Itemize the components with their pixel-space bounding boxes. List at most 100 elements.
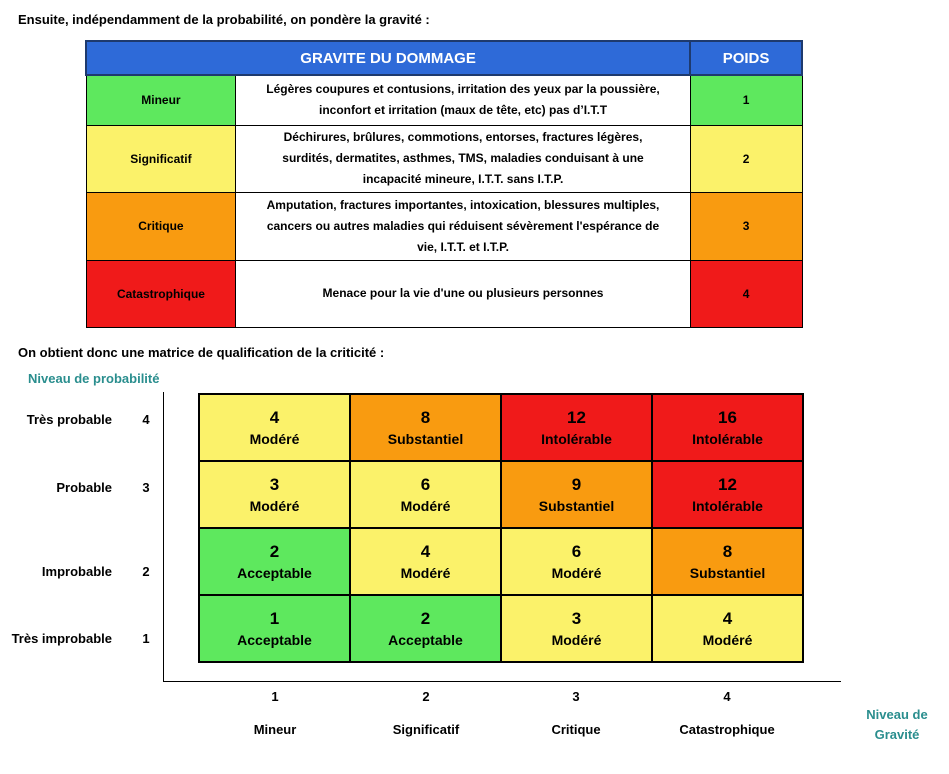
matrix-cell: 12 Intolérable	[652, 461, 803, 528]
matrix-cell: 1 Acceptable	[199, 595, 350, 662]
gravity-description: Amputation, fractures importantes, intox…	[235, 191, 691, 261]
column-label-significatif: Significatif	[392, 722, 460, 737]
column-number: 2	[422, 689, 430, 704]
cell-level: Substantiel	[538, 497, 615, 514]
cell-level: Modéré	[551, 564, 602, 581]
row-label-probable: Probable	[56, 480, 112, 495]
description-line: cancers ou autres maladies qui réduisent…	[266, 218, 660, 233]
cell-level: Acceptable	[237, 631, 312, 648]
cell-score: 4	[722, 608, 733, 628]
cell-score: 12	[567, 407, 586, 427]
cell-score: 4	[420, 541, 431, 561]
gravity-header: GRAVITE DU DOMMAGE	[84, 40, 692, 76]
cell-score: 16	[718, 407, 737, 427]
gravity-label: Mineur	[85, 74, 237, 126]
column-number: 4	[723, 689, 731, 704]
matrix-cell: 4 Modéré	[350, 528, 501, 595]
gravity-row-catastrophique: Catastrophique Menace pour la vie d'une …	[85, 259, 803, 328]
description-line: incapacité mineure, I.T.T. sans I.T.P.	[362, 172, 564, 186]
x-axis-title-line: Gravité	[874, 727, 920, 742]
matrix-cell: 2 Acceptable	[350, 595, 501, 662]
matrix-cell: 6 Modéré	[350, 461, 501, 528]
column-number: 3	[572, 689, 580, 704]
cell-level: Modéré	[400, 564, 451, 581]
cell-score: 2	[269, 541, 280, 561]
gravity-label: Significatif	[85, 124, 237, 193]
matrix-cell: 4 Modéré	[652, 595, 803, 662]
gravity-description: Déchirures, brûlures, commotions, entors…	[235, 124, 691, 193]
gravity-label: Catastrophique	[85, 259, 237, 328]
gravity-label: Critique	[85, 191, 237, 261]
cell-score: 9	[571, 474, 582, 494]
gravity-weight: 1	[689, 74, 803, 126]
weight-header: POIDS	[689, 40, 803, 76]
cell-level: Intolérable	[692, 430, 763, 447]
cell-score: 12	[718, 474, 737, 494]
cell-score: 4	[269, 407, 280, 427]
matrix-cell: 4 Modéré	[199, 394, 350, 461]
x-axis-title: Niveau de Gravité	[852, 705, 942, 745]
gravity-description: Menace pour la vie d'une ou plusieurs pe…	[235, 259, 691, 328]
matrix-cell: 9 Substantiel	[501, 461, 652, 528]
cell-level: Modéré	[400, 497, 451, 514]
matrix-cell: 8 Substantiel	[652, 528, 803, 595]
matrix-cell: 2 Acceptable	[199, 528, 350, 595]
cell-score: 1	[269, 608, 280, 628]
cell-level: Acceptable	[237, 564, 312, 581]
row-number: 3	[142, 480, 150, 495]
matrix-cell: 16 Intolérable	[652, 394, 803, 461]
description-line: surdités, dermatites, asthmes, TMS, mala…	[282, 151, 644, 165]
cell-score: 6	[571, 541, 582, 561]
row-number: 1	[142, 631, 150, 646]
y-axis-line	[163, 392, 164, 682]
column-label-catastrophique: Catastrophique	[679, 722, 775, 737]
intro-text: Ensuite, indépendamment de la probabilit…	[18, 12, 430, 27]
y-axis-title: Niveau de probabilité	[28, 371, 160, 386]
column-label-critique: Critique	[551, 722, 601, 737]
row-label-tres-improbable: Très improbable	[11, 631, 112, 646]
cell-score: 6	[420, 474, 431, 494]
cell-score: 3	[571, 608, 582, 628]
column-label-mineur: Mineur	[253, 722, 297, 737]
cell-level: Substantiel	[387, 430, 464, 447]
x-axis-title-line: Niveau de	[866, 707, 928, 722]
row-number: 2	[142, 564, 150, 579]
gravity-weight: 3	[689, 191, 803, 261]
matrix-cell: 6 Modéré	[501, 528, 652, 595]
cell-level: Modéré	[551, 631, 602, 648]
matrix-cell: 3 Modéré	[501, 595, 652, 662]
criticality-matrix: 4 Modéré 8 Substantiel 12 Intolérable 16 Intolé…	[198, 393, 804, 663]
cell-level: Modéré	[702, 631, 753, 648]
matrix-cell: 3 Modéré	[199, 461, 350, 528]
x-axis-line	[163, 681, 841, 682]
description-line: Amputation, fractures importantes, intox…	[266, 197, 660, 212]
cell-score: 8	[420, 407, 431, 427]
cell-level: Intolérable	[541, 430, 612, 447]
gravity-row-significatif: Significatif Déchirures, brûlures, commo…	[85, 124, 803, 193]
cell-score: 8	[722, 541, 733, 561]
description-line: Menace pour la vie d'une ou plusieurs pe…	[322, 286, 604, 300]
cell-level: Acceptable	[388, 631, 463, 648]
row-label-tres-probable: Très probable	[26, 412, 112, 427]
cell-level: Modéré	[249, 497, 300, 514]
matrix-cell: 12 Intolérable	[501, 394, 652, 461]
gravity-description: Légères coupures et contusions, irritati…	[235, 74, 691, 126]
gravity-row-mineur: Mineur Légères coupures et contusions, i…	[85, 74, 803, 126]
description-line: inconfort et irritation (maux de tête, e…	[318, 103, 608, 118]
cell-level: Intolérable	[692, 497, 763, 514]
cell-score: 3	[269, 474, 280, 494]
row-label-improbable: Improbable	[41, 564, 112, 579]
cell-score: 2	[420, 608, 431, 628]
cell-level: Substantiel	[689, 564, 766, 581]
gravity-weight: 2	[689, 124, 803, 193]
gravity-row-critique: Critique Amputation, fractures important…	[85, 191, 803, 261]
row-number: 4	[142, 412, 150, 427]
matrix-title: On obtient donc une matrice de qualifica…	[18, 345, 385, 360]
cell-level: Modéré	[249, 430, 300, 447]
gravity-table: GRAVITE DU DOMMAGE POIDS Mineur Légères …	[84, 40, 803, 328]
column-number: 1	[271, 689, 279, 704]
gravity-weight: 4	[689, 259, 803, 328]
description-line: Déchirures, brûlures, commotions, entors…	[283, 130, 643, 144]
description-line: vie, I.T.T. et I.T.P.	[417, 239, 509, 254]
matrix-cell: 8 Substantiel	[350, 394, 501, 461]
